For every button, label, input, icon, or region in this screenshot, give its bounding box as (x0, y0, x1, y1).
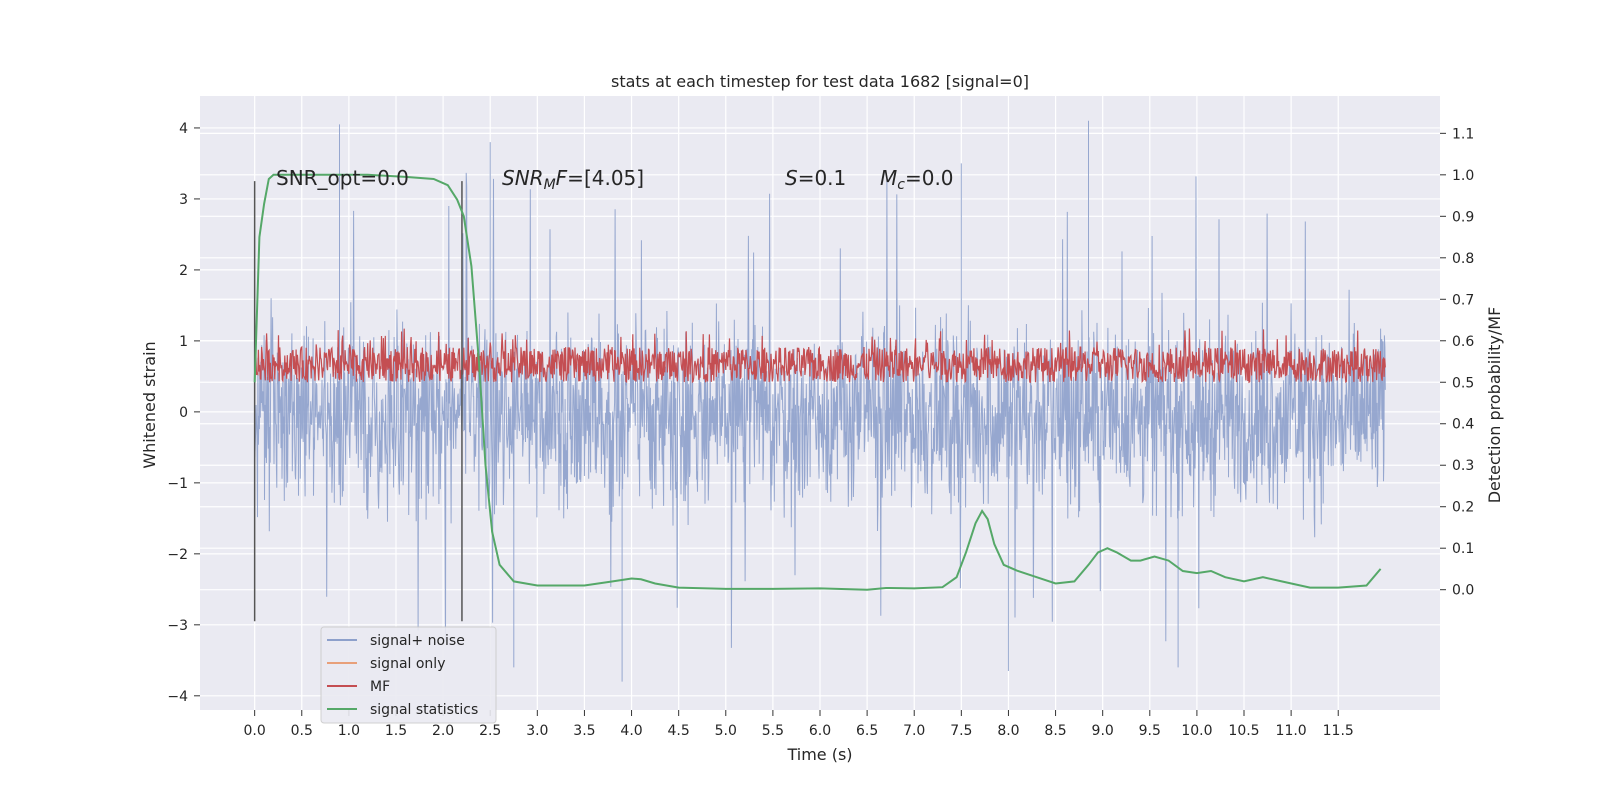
y-tick-label-right: 0.5 (1452, 375, 1474, 391)
x-tick-label: 0.5 (291, 723, 313, 739)
y-tick-label-left: −2 (167, 547, 188, 563)
y-tick-label-right: 0.0 (1452, 583, 1474, 599)
mc-value: =0.0 (905, 166, 954, 190)
legend-label-signal-only: signal only (370, 656, 445, 672)
legend: signal+ noise signal only MF signal stat… (320, 626, 497, 724)
grid (200, 96, 1440, 710)
y-tick-label-right: 0.4 (1452, 417, 1474, 433)
y-tick-label-left: 2 (179, 263, 188, 279)
mf-line (254, 328, 1386, 384)
x-tick-label: 3.5 (573, 723, 595, 739)
x-tick-label: 1.0 (338, 723, 360, 739)
y-axis-left-label: Whitened strain (140, 341, 159, 468)
x-axis-label: Time (s) (786, 745, 852, 764)
y-tick-label-right: 0.3 (1452, 458, 1474, 474)
segment-markers (253, 181, 463, 622)
y-tick-label-right: 0.9 (1452, 209, 1474, 225)
signal-statistics-series (253, 173, 1382, 591)
annotation-s: S=0.1 (785, 166, 846, 190)
y-axis-left-ticks: 4 3 2 1 0 −1 −2 −3 −4 (167, 121, 200, 705)
x-tick-label: 2.0 (432, 723, 454, 739)
x-tick-label: 2.5 (479, 723, 501, 739)
y-tick-label-right: 1.0 (1452, 168, 1474, 184)
x-tick-label: 1.5 (385, 723, 407, 739)
y-tick-label-left: 4 (179, 121, 188, 137)
x-tick-label: 5.5 (762, 723, 784, 739)
s-value: =0.1 (798, 166, 847, 190)
x-tick-label: 10.0 (1181, 723, 1212, 739)
y-tick-label-right: 0.2 (1452, 500, 1474, 516)
signal-noise-series (254, 120, 1386, 682)
y-tick-label-right: 0.8 (1452, 251, 1474, 267)
y-tick-label-right: 1.1 (1452, 126, 1474, 142)
x-tick-label: 0.0 (244, 723, 266, 739)
annotation-snr-mf: SNRMF=[4.05] (502, 166, 644, 193)
x-tick-label: 4.0 (620, 723, 642, 739)
x-tick-label: 8.0 (997, 723, 1019, 739)
mf-series (254, 328, 1386, 384)
annotation-snr-opt: SNR_opt=0.0 (276, 166, 409, 190)
signal-statistics-line (253, 173, 1382, 591)
x-tick-label: 6.0 (809, 723, 831, 739)
x-tick-label: 7.5 (950, 723, 972, 739)
y-tick-label-left: 0 (179, 405, 188, 421)
y-tick-label-right: 0.6 (1452, 334, 1474, 350)
x-tick-label: 4.5 (668, 723, 690, 739)
legend-box (320, 626, 497, 724)
x-tick-label: 7.0 (903, 723, 925, 739)
y-tick-label-left: −3 (167, 618, 188, 634)
y-axis-right-ticks: 1.1 1.0 0.9 0.8 0.7 0.6 0.5 0.4 0.3 0.2 0.1 0.0 (1440, 126, 1474, 599)
y-tick-label-left: −4 (167, 689, 188, 705)
legend-label-signal-noise: signal+ noise (370, 633, 465, 649)
x-tick-label: 5.0 (715, 723, 737, 739)
legend-label-signal-statistics: signal statistics (370, 702, 478, 718)
legend-label-mf: MF (370, 679, 390, 695)
y-tick-label-right: 0.1 (1452, 541, 1474, 557)
x-tick-label: 6.5 (856, 723, 878, 739)
y-tick-label-left: −1 (167, 476, 188, 492)
x-tick-label: 9.5 (1139, 723, 1161, 739)
y-tick-label-left: 1 (179, 334, 188, 350)
x-axis-ticks: 0.0 0.5 1.0 1.5 2.0 2.5 3.0 3.5 4.0 4.5 5.0 5.5 6.0 6… (244, 710, 1354, 739)
x-tick-label: 11.5 (1323, 723, 1354, 739)
signal-noise-line (254, 120, 1386, 682)
y-tick-label-right: 0.7 (1452, 292, 1474, 308)
x-tick-label: 11.0 (1276, 723, 1307, 739)
annotation-mc: Mc=0.0 (880, 166, 954, 193)
y-axis-right-label: Detection probability/MF (1485, 307, 1504, 504)
x-tick-label: 8.5 (1044, 723, 1066, 739)
snr-mf-value: [4.05] (584, 166, 644, 190)
x-tick-label: 3.0 (526, 723, 548, 739)
chart-title: stats at each timestep for test data 168… (611, 72, 1029, 91)
y-tick-label-left: 3 (179, 192, 188, 208)
x-tick-label: 9.0 (1092, 723, 1114, 739)
x-tick-label: 10.5 (1228, 723, 1259, 739)
